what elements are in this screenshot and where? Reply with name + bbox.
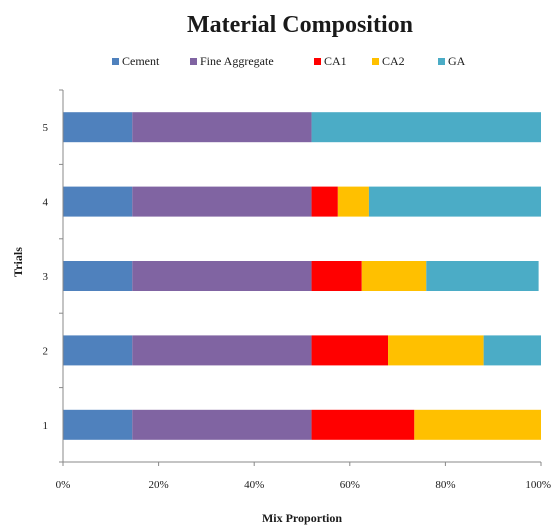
y-tick-label: 4 — [43, 197, 49, 209]
x-tick-label: 40% — [244, 479, 264, 491]
bar-trial-1-cement — [63, 409, 133, 440]
legend-label-cement: Cement — [122, 54, 160, 68]
bar-trial-5-cement — [63, 112, 133, 143]
y-tick-label: 2 — [43, 345, 49, 357]
bar-trial-4-fine-aggregate — [132, 186, 312, 217]
y-axis: 1 2 3 4 5 — [43, 89, 64, 463]
bar-trial-2-cement — [63, 335, 133, 366]
legend-label-fine-aggregate: Fine Aggregate — [200, 54, 274, 68]
bar-trial-2-fine-aggregate — [132, 335, 312, 366]
legend-label-ga: GA — [448, 54, 466, 68]
bar-trial-2-ca1 — [311, 335, 389, 366]
bar-trial-2-ga — [483, 335, 541, 366]
legend-swatch-fine-aggregate — [190, 58, 197, 65]
bar-trial-2-ca2 — [388, 335, 484, 366]
bar-trial-3-ca1 — [311, 261, 362, 291]
legend-label-ca2: CA2 — [382, 54, 405, 68]
y-tick-label: 3 — [43, 271, 49, 283]
chart-title: Material Composition — [187, 12, 413, 38]
plot-area — [63, 112, 541, 440]
legend-swatch-cement — [112, 58, 119, 65]
legend-swatch-ga — [438, 58, 445, 65]
x-tick-label: 80% — [435, 479, 455, 491]
bar-trial-3-ga — [426, 261, 539, 291]
bar-trial-4-ca2 — [337, 186, 369, 217]
x-tick-label: 60% — [340, 479, 360, 491]
bar-trial-4-cement — [63, 186, 133, 217]
bar-trial-5-fine-aggregate — [132, 112, 312, 143]
bar-trial-1-ca1 — [311, 409, 415, 440]
x-tick-label: 0% — [56, 479, 71, 491]
bar-trial-1-fine-aggregate — [132, 409, 312, 440]
bar-trial-4-ca1 — [311, 186, 338, 217]
x-tick-label: 100% — [525, 479, 551, 491]
bar-trial-5-ga — [311, 112, 541, 143]
bar-trial-1-ca2 — [414, 409, 541, 440]
legend-swatch-ca2 — [372, 58, 379, 65]
y-axis-title: Trials — [11, 247, 25, 277]
bar-trial-4-ga — [368, 186, 541, 217]
y-tick-label: 1 — [43, 420, 49, 432]
bar-trial-3-cement — [63, 261, 133, 291]
x-axis-title: Mix Proportion — [262, 511, 342, 525]
legend-swatch-ca1 — [314, 58, 321, 65]
y-tick-label: 5 — [43, 122, 49, 134]
x-axis: 0% 20% 40% 60% 80% 100% — [56, 461, 551, 491]
x-tick-label: 20% — [149, 479, 169, 491]
legend-label-ca1: CA1 — [324, 54, 347, 68]
bar-trial-3-ca2 — [361, 261, 427, 291]
bar-trial-3-fine-aggregate — [132, 261, 312, 291]
legend: Cement Fine Aggregate CA1 CA2 GA — [112, 54, 466, 68]
